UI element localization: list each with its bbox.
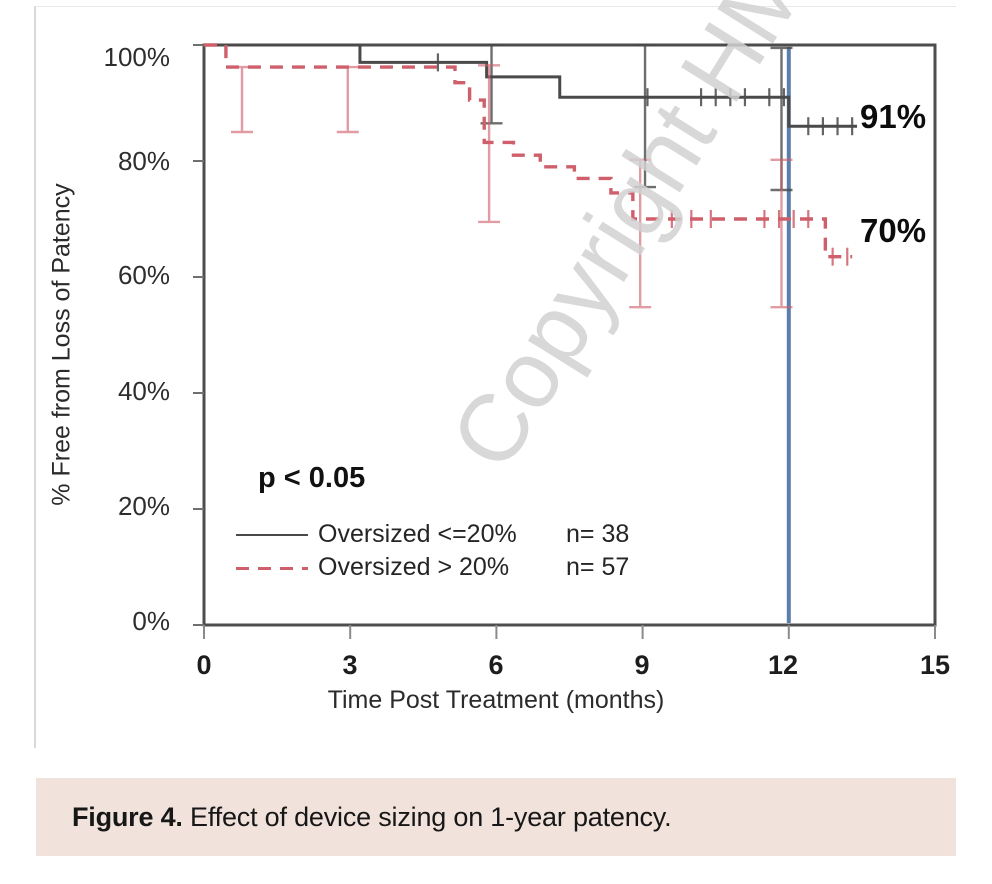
figure-caption: Figure 4. Effect of device sizing on 1-y… [72, 801, 672, 833]
error-bar [480, 43, 503, 125]
figure-caption-text: Effect of device sizing on 1-year patenc… [182, 801, 672, 832]
kaplan-meier-chart [193, 43, 937, 639]
ytick-label-0: 0% [132, 606, 170, 636]
error-bar [336, 65, 359, 134]
xtick-label-0: 0 [196, 650, 212, 680]
error-bar [634, 43, 657, 189]
ytick-label-40: 40% [117, 376, 170, 406]
p-value-annotation: p < 0.05 [258, 462, 366, 494]
legend-n-oversized-gt20: n= 57 [566, 553, 630, 581]
xtick-label-6: 6 [488, 650, 504, 680]
figure-caption-bar: Figure 4. Effect of device sizing on 1-y… [36, 778, 956, 856]
endpoint-label-oversized-gt20: 70% [860, 212, 927, 249]
x-axis-title: Time Post Treatment (months) [327, 686, 665, 714]
legend-swatch-solid-line-icon [236, 529, 308, 541]
error-bar [770, 158, 793, 309]
ytick-label-60: 60% [117, 260, 170, 290]
plot-area: 100% 80% 60% 40% 20% 0% 0 3 6 9 12 15 Ti… [47, 0, 951, 714]
legend: Oversized <=20% n= 38 Oversized > 20% n=… [236, 518, 629, 584]
plot-frame [202, 43, 937, 627]
figure-caption-number: Figure 4. [72, 801, 183, 832]
endpoint-label-oversized-lte20: 91% [860, 98, 927, 135]
legend-item-oversized-lte20: Oversized <=20% n= 38 [236, 518, 629, 551]
y-axis-title: % Free from Loss of Patency [47, 183, 76, 506]
xtick-label-12: 12 [767, 650, 799, 680]
legend-n-oversized-lte20: n= 38 [566, 520, 630, 548]
xtick-label-3: 3 [342, 650, 358, 680]
ytick-label-100: 100% [103, 42, 171, 72]
ytick-label-20: 20% [117, 491, 170, 521]
legend-label-oversized-lte20: Oversized <=20% [318, 520, 517, 548]
series-line-oversized-lte20 [204, 43, 858, 128]
legend-item-oversized-gt20: Oversized > 20% n= 57 [236, 551, 629, 584]
legend-label-oversized-gt20: Oversized > 20% [318, 553, 510, 581]
error-bar [231, 65, 254, 134]
xtick-label-15: 15 [919, 650, 951, 680]
ytick-label-80: 80% [117, 146, 170, 176]
legend-swatch-dashed-line-icon [236, 562, 308, 574]
error-bar [629, 158, 652, 309]
xtick-label-9: 9 [634, 650, 650, 680]
